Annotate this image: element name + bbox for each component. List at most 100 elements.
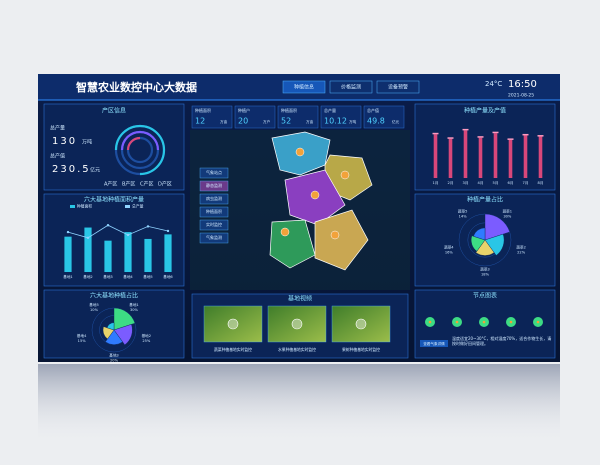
- stat-unit: 万户: [263, 119, 271, 124]
- sidebar-button[interactable]: [199, 167, 229, 179]
- time: 16:50: [508, 79, 537, 90]
- badge-label[interactable]: 查看气象详情: [423, 341, 445, 346]
- tab[interactable]: [376, 80, 420, 94]
- video-caption: 蔬菜种植基地实时监控: [214, 347, 252, 352]
- x-tick-label: 7月: [523, 180, 529, 185]
- tab[interactable]: [282, 80, 326, 94]
- bar: [478, 137, 483, 178]
- play-button[interactable]: [227, 318, 239, 330]
- bar-cap: [447, 137, 454, 139]
- point: [126, 233, 130, 237]
- node-text-box: 温度适宜20~30°C，相对湿度70%，适合作物生长，请按时做好田间管理。: [452, 336, 551, 346]
- region: [314, 209, 369, 271]
- legend-label: 总产量: [132, 204, 144, 209]
- sidebar-button[interactable]: [199, 232, 229, 244]
- rose-label: 蔬菜2: [516, 244, 525, 249]
- stat-value: 49.8: [367, 117, 385, 126]
- legend-label: C产区: [140, 181, 154, 188]
- sidebar-label[interactable]: 静态监测: [206, 182, 222, 188]
- tab-label[interactable]: 价格监测: [341, 84, 361, 91]
- badge[interactable]: [420, 340, 448, 347]
- sidebar-button[interactable]: [199, 180, 229, 192]
- rose-label: 蔬菜4: [444, 244, 454, 249]
- point: [146, 225, 150, 228]
- rose-label: 蔬菜5: [458, 209, 467, 214]
- date: 2021-08-25: [508, 93, 534, 99]
- x-tick-label: 6月: [508, 180, 514, 185]
- video-thumb[interactable]: [203, 305, 263, 343]
- tab[interactable]: [329, 80, 373, 94]
- rose-value: 14%: [459, 215, 468, 219]
- row-unit: 万吨: [82, 139, 92, 146]
- sidebar-button[interactable]: [199, 193, 229, 205]
- x-tick-label: 1月: [433, 180, 439, 185]
- stat-unit: 万亩: [306, 119, 314, 124]
- rose-value: 16%: [445, 250, 454, 254]
- sidebar-label[interactable]: 气象站点: [206, 169, 222, 175]
- bar: [124, 232, 132, 272]
- panel: [43, 103, 185, 191]
- video-thumb[interactable]: [267, 305, 327, 343]
- play-button[interactable]: [291, 318, 303, 330]
- legend-swatch: [70, 205, 75, 208]
- bar-cap: [492, 131, 499, 134]
- tab-label[interactable]: 种植信息: [294, 84, 314, 91]
- stat-value: 10.12: [324, 117, 347, 126]
- rose-label: 基地3: [109, 353, 118, 358]
- rose-sector: [105, 329, 123, 345]
- panel-title: 种植产量及产值: [464, 107, 506, 115]
- bar: [448, 138, 453, 178]
- stat-label: 种植户: [238, 107, 250, 113]
- stat-unit: 亿元: [392, 119, 400, 124]
- rose-sector: [113, 324, 133, 346]
- x-tick-label: 基地2: [83, 274, 92, 279]
- rose-sector: [113, 307, 136, 331]
- temperature: 24°C: [485, 80, 502, 88]
- rose-label: 基地5: [89, 302, 98, 307]
- stats: 种植面积 12 万亩 种植户 20 万户 种植面积 52 万亩 总产量 10.12 万吨 总产值 49.8…: [191, 105, 405, 129]
- x-tick-label: 基地4: [123, 274, 133, 279]
- stat-label: 总产值: [367, 107, 379, 113]
- rose-label: 基地1: [129, 302, 138, 307]
- sidebar-label[interactable]: 病虫监测: [206, 195, 222, 201]
- rose-sector: [473, 227, 486, 241]
- area-info: 总产量 130 万吨 总产值 230.5 亿元 A产区 B产区 C产区 D产区: [50, 125, 172, 188]
- stat-box: [277, 105, 319, 129]
- row-label: 总产值: [50, 153, 65, 160]
- rose-label: 基地4: [77, 333, 87, 338]
- row-label: 总产量: [50, 125, 65, 132]
- x-tick-label: 基地6: [163, 274, 173, 279]
- x-tick-label: 2月: [448, 180, 454, 185]
- row-value: 130: [52, 136, 77, 147]
- node-info: 查看气象详情 温度适宜20~30°C，相对湿度70%，适合作物生长，请按时做好田…: [420, 317, 551, 347]
- rose-value: 10%: [90, 308, 99, 312]
- stat-unit: 万亩: [220, 119, 228, 124]
- rose-sector: [471, 235, 486, 252]
- reflection: [38, 364, 560, 444]
- legend-label: B产区: [122, 181, 135, 188]
- rose-label: 基地2: [142, 333, 151, 338]
- bar: [164, 234, 172, 272]
- gauge: [114, 124, 166, 176]
- sidebar-button[interactable]: [199, 219, 229, 231]
- bar-cap: [432, 132, 439, 135]
- bar-cap: [507, 138, 514, 140]
- video-caption: 果树种植基地实时监控: [342, 347, 380, 352]
- play-button[interactable]: [355, 318, 367, 330]
- sidebar-label[interactable]: 气象监测: [206, 234, 222, 240]
- bar: [104, 240, 112, 272]
- bar: [508, 139, 513, 178]
- panel-title: 种植产量占比: [467, 196, 503, 204]
- sidebar-button[interactable]: [199, 206, 229, 218]
- rose-value: 30%: [503, 215, 512, 219]
- tab-label[interactable]: 设备预警: [388, 84, 408, 91]
- video-caption: 水果种植基地实时监控: [278, 347, 316, 352]
- video-thumb[interactable]: [331, 305, 391, 343]
- legend-swatch: [125, 205, 130, 208]
- sidebar-label[interactable]: 种植面积: [206, 208, 222, 214]
- sidebar-label[interactable]: 实时监控: [206, 221, 222, 227]
- x-tick-label: 8月: [538, 180, 544, 185]
- rose-label: 蔬菜3: [480, 267, 489, 272]
- point: [106, 224, 110, 227]
